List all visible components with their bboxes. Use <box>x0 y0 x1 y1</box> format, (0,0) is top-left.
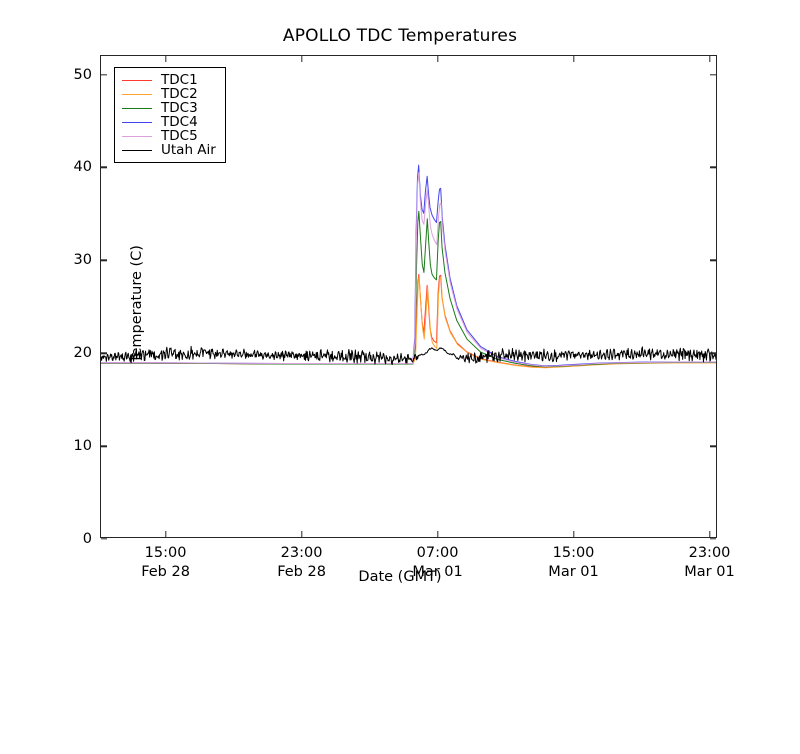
series-line-tdc3 <box>101 211 716 366</box>
y-tick-label: 0 <box>82 531 92 547</box>
legend-label: TDC2 <box>161 86 198 102</box>
x-tick-mark <box>436 531 439 537</box>
y-tick-mark <box>710 352 716 354</box>
x-axis-label: Date (GMT) <box>358 569 442 585</box>
legend-item-tdc5[interactable]: TDC5 <box>122 129 216 143</box>
legend-swatch-icon <box>122 121 152 123</box>
y-tick-mark <box>710 259 716 262</box>
y-tick-mark <box>101 445 107 447</box>
x-tick-label: 15:00 Feb 28 <box>141 544 190 582</box>
legend-label: TDC4 <box>161 114 198 130</box>
x-tick-time: 23:00 <box>688 545 731 561</box>
x-tick-label: 23:00 Feb 28 <box>277 544 326 582</box>
x-tick-mark <box>572 531 575 537</box>
series-line-tdc4 <box>101 165 716 366</box>
legend-label: Utah Air <box>161 142 216 158</box>
y-tick-mark <box>101 166 107 169</box>
legend-label: TDC1 <box>161 72 198 88</box>
x-tick-label: 15:00 Mar 01 <box>548 544 598 582</box>
figure-canvas: APOLLO TDC Temperatures Temperature (C) … <box>74 26 735 585</box>
legend-swatch-icon <box>122 107 152 109</box>
legend-swatch-icon <box>122 79 152 81</box>
y-tick-mark <box>101 352 107 354</box>
chart-legend[interactable]: TDC1 TDC2 TDC3 TDC4 TDC5 Utah Air <box>114 67 226 163</box>
y-tick-label: 40 <box>73 159 92 176</box>
series-line-tdc2 <box>101 276 716 368</box>
y-tick-label: 10 <box>73 438 92 455</box>
x-tick-mark <box>436 56 439 62</box>
x-tick-date: Feb 28 <box>277 564 326 580</box>
y-tick-label: 50 <box>73 66 92 83</box>
y-tick-mark <box>710 445 716 447</box>
x-tick-date: Mar 01 <box>412 564 463 580</box>
plot-axes: Temperature (C) 0 10 20 30 40 50 15:00 Feb 28 2… <box>74 55 735 580</box>
legend-item-tdc2[interactable]: TDC2 <box>122 87 216 101</box>
x-tick-time: 07:00 <box>416 545 459 561</box>
legend-item-utah-air[interactable]: Utah Air <box>122 143 216 157</box>
legend-swatch-icon <box>122 149 152 151</box>
x-tick-date: Feb 28 <box>141 564 190 580</box>
x-tick-mark <box>164 56 167 62</box>
x-tick-label: 07:00 Mar 01 <box>412 544 462 582</box>
series-line-tdc5 <box>101 173 716 367</box>
legend-label: TDC3 <box>161 100 198 116</box>
series-line-tdc1 <box>101 274 716 367</box>
y-tick-mark <box>101 73 107 76</box>
y-tick-label: 20 <box>73 345 92 362</box>
x-tick-mark <box>164 531 167 537</box>
legend-item-tdc3[interactable]: TDC3 <box>122 101 216 115</box>
legend-swatch-icon <box>122 135 152 137</box>
x-tick-time: 15:00 <box>144 545 187 561</box>
x-tick-mark <box>708 531 711 537</box>
y-tick-mark <box>710 166 716 169</box>
x-tick-date: Mar 01 <box>684 564 735 580</box>
y-tick-mark <box>101 259 107 262</box>
x-tick-date: Mar 01 <box>548 564 599 580</box>
y-tick-mark <box>710 73 716 76</box>
legend-item-tdc1[interactable]: TDC1 <box>122 73 216 87</box>
x-tick-time: 23:00 <box>280 545 323 561</box>
x-tick-mark <box>300 56 303 62</box>
legend-item-tdc4[interactable]: TDC4 <box>122 115 216 129</box>
x-tick-time: 15:00 <box>552 545 595 561</box>
y-tick-label: 30 <box>73 252 92 269</box>
y-tick-mark <box>101 538 107 540</box>
y-tick-mark <box>710 538 716 540</box>
x-tick-label: 23:00 Mar 01 <box>684 544 734 582</box>
x-tick-mark <box>708 56 711 62</box>
plot-lines <box>101 56 716 537</box>
legend-label: TDC5 <box>161 128 198 144</box>
series-line-utah-air <box>101 346 716 364</box>
legend-swatch-icon <box>122 93 152 95</box>
x-tick-mark <box>572 56 575 62</box>
x-tick-mark <box>300 531 303 537</box>
chart-title: APOLLO TDC Temperatures <box>282 26 518 46</box>
